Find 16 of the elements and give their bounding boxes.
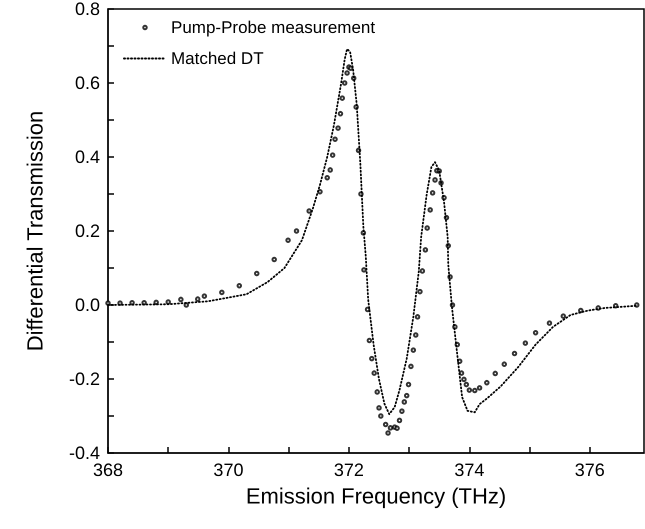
x-tick-label: 372 [334, 460, 364, 480]
legend-label: Matched DT [171, 49, 264, 68]
x-tick-label: 368 [92, 460, 124, 480]
x-axis-title: Emission Frequency (THz) [246, 484, 506, 508]
legend-label: Pump-Probe measurement [171, 18, 376, 37]
y-tick-label: 0.0 [74, 295, 100, 315]
y-tick-label: 0.8 [74, 0, 100, 19]
x-tick-label: 370 [213, 460, 244, 480]
y-tick-label: -0.2 [68, 369, 100, 389]
x-tick-label: 374 [454, 460, 484, 480]
y-axis-title: Differential Transmission [22, 110, 48, 352]
y-tick-label: 0.2 [74, 221, 100, 241]
y-tick-label: -0.4 [68, 443, 100, 463]
y-tick-label: 0.6 [74, 73, 100, 93]
y-tick-label: 0.4 [74, 147, 100, 167]
x-tick-label: 376 [574, 460, 605, 480]
